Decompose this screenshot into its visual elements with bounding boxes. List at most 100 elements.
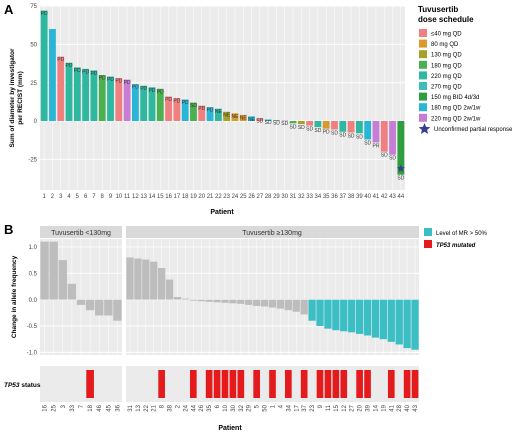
x-tick-label: 33 <box>306 194 313 200</box>
bar <box>253 299 261 306</box>
bar <box>49 241 58 300</box>
x-tick-label: 2 <box>51 194 55 200</box>
bar-label: NE <box>231 114 239 120</box>
x-tick-label: 36 <box>331 194 338 200</box>
tp53-mutated-cell <box>189 370 197 398</box>
x-tick-label: 31 <box>290 194 297 200</box>
x-tick-label: 37 <box>302 404 308 411</box>
x-tick-label: 6 <box>215 404 221 408</box>
panel-a-bars <box>40 10 405 175</box>
x-tick-label: 42 <box>381 194 388 200</box>
bar-label: PD <box>198 106 205 112</box>
bar <box>40 10 48 122</box>
x-tick-label: 24 <box>232 194 239 200</box>
legend-title-line2: dose schedule <box>418 15 474 24</box>
x-tick-label: 9 <box>109 194 113 200</box>
panel-a-legend: Tuvusertib dose schedule ≤40 mg QD 80 mg … <box>418 5 513 134</box>
bar <box>126 257 134 300</box>
panel-a-y-ticks: -25 0 25 50 75 <box>28 4 37 163</box>
bar <box>104 299 113 316</box>
x-tick-label: 30 <box>281 194 288 200</box>
x-tick-label: 27 <box>350 404 356 411</box>
x-tick-label: 19 <box>190 194 197 200</box>
x-tick-label: 36 <box>115 404 121 411</box>
bar <box>181 298 190 300</box>
tp53-mutated-cell <box>332 370 340 398</box>
bar <box>181 99 189 121</box>
bar-label: PD <box>124 80 131 86</box>
bar <box>273 120 280 121</box>
bar <box>107 76 114 121</box>
x-tick-label: 33 <box>70 404 76 411</box>
x-tick-label: 16 <box>43 404 49 411</box>
x-tick-label: 39 <box>366 404 372 411</box>
legend-label-d270: 270 mg QD <box>431 85 462 91</box>
bar <box>411 299 419 350</box>
x-tick-label: 41 <box>373 194 380 200</box>
bar <box>316 299 324 326</box>
bar-label: SD <box>256 118 263 124</box>
bar <box>331 121 338 130</box>
x-tick-label: 40 <box>405 404 411 411</box>
bar-label: PD <box>165 97 172 103</box>
x-tick-label: 39 <box>356 194 363 200</box>
bar <box>157 268 166 300</box>
x-tick-label: 4 <box>278 404 284 408</box>
x-tick-label: 32 <box>298 194 305 200</box>
bar-label: PD <box>323 130 330 136</box>
bar <box>379 299 388 340</box>
legend-tp53-label: TP53 mutated <box>436 243 476 249</box>
bar <box>347 121 355 133</box>
bar <box>134 258 142 300</box>
x-tick-label: 41 <box>389 404 395 411</box>
bar <box>363 299 372 336</box>
x-tick-label: 46 <box>97 404 103 411</box>
x-tick-label: 20 <box>198 194 205 200</box>
y-tick-label: -1.0 <box>27 351 38 357</box>
bar-label: PR <box>372 143 379 149</box>
legend-label-d150bid: 150 mg BID 4d/3d <box>431 95 479 101</box>
legend-swatch-d270 <box>419 82 427 90</box>
panel-b-bars <box>40 241 419 350</box>
x-tick-label: 15 <box>157 194 164 200</box>
bar <box>340 299 348 332</box>
bar-label: SD <box>389 156 396 162</box>
x-tick-label: 17 <box>174 194 181 200</box>
tp53-status-suffix: status <box>20 382 41 389</box>
x-tick-label: 3 <box>61 404 67 408</box>
tp53-mutated-cell <box>269 370 276 398</box>
x-tick-label: 32 <box>239 404 245 411</box>
legend-title-line1: Tuvusertib <box>418 5 458 14</box>
x-tick-label: 12 <box>132 194 139 200</box>
bar-label: PD <box>157 89 164 95</box>
bar <box>98 75 106 121</box>
x-tick-label: 20 <box>358 404 364 411</box>
x-tick-label: 7 <box>92 194 96 200</box>
tp53-mutated-cell <box>237 370 245 398</box>
bar-label: SD <box>306 127 313 133</box>
bar-label: SD <box>348 134 355 140</box>
x-tick-label: 5 <box>76 194 80 200</box>
x-tick-label: 13 <box>136 404 142 411</box>
legend-swatch-d180 <box>419 60 427 69</box>
bar <box>260 299 269 307</box>
bar-label: PD <box>207 108 214 114</box>
panel-b-x-axis-label: Patient <box>218 425 242 432</box>
bar <box>198 105 206 121</box>
tp53-mutated-cell <box>158 370 165 398</box>
bar-label: PD <box>107 77 114 83</box>
y-tick-label: 1.0 <box>29 245 38 251</box>
bar-label: NE <box>223 112 231 118</box>
bar <box>229 299 237 304</box>
legend-mr-swatch <box>424 228 432 236</box>
tp53-mutated-cell <box>229 370 237 398</box>
x-tick-label: 8 <box>160 404 166 408</box>
bar <box>324 299 332 329</box>
tp53-status-label: TP53 status <box>4 382 41 389</box>
y-tick-label: 25 <box>30 81 37 87</box>
facet-label-high-dose: Tuvusertib ≥130mg <box>242 230 302 237</box>
x-tick-label: 28 <box>265 194 272 200</box>
bar <box>190 102 197 121</box>
x-tick-label: 34 <box>315 194 322 200</box>
x-tick-label: 8 <box>101 194 105 200</box>
